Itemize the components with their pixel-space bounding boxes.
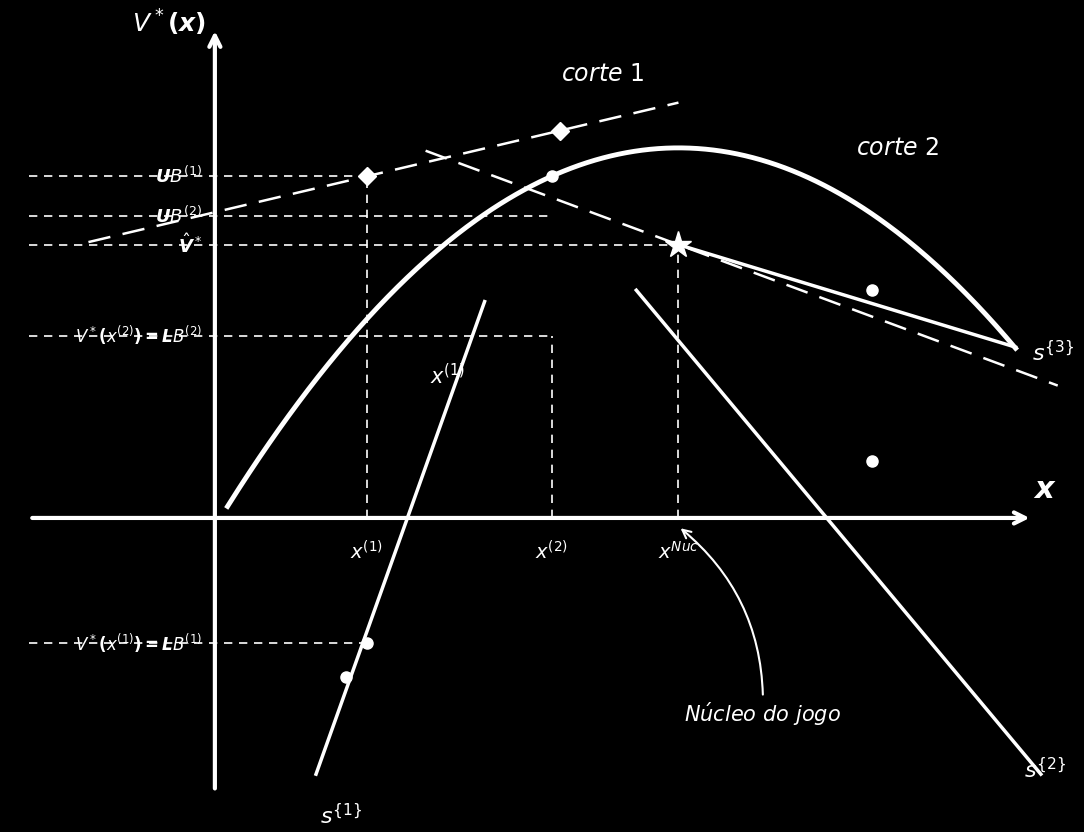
Text: $\boldsymbol{s^{\{1\}}}$: $\boldsymbol{s^{\{1\}}}$ <box>320 803 362 828</box>
Text: $\boldsymbol{s^{\{2\}}}$: $\boldsymbol{s^{\{2\}}}$ <box>1024 757 1067 782</box>
Text: $\hat{\boldsymbol{V}}^*$: $\hat{\boldsymbol{V}}^*$ <box>178 233 203 256</box>
Text: $\boldsymbol{V^*(x^{(2)}) = LB^{(2)}}$: $\boldsymbol{V^*(x^{(2)}) = LB^{(2)}}$ <box>75 324 203 348</box>
Text: $\boldsymbol{x^{Nuc}}$: $\boldsymbol{x^{Nuc}}$ <box>658 541 699 562</box>
Text: $\boldsymbol{x}$: $\boldsymbol{x}$ <box>1033 475 1057 503</box>
Text: $\boldsymbol{V^*(x^{(1)}) = LB^{(1)}}$: $\boldsymbol{V^*(x^{(1)}) = LB^{(1)}}$ <box>75 631 203 655</box>
Text: $\boldsymbol{x^{(2)}}$: $\boldsymbol{x^{(2)}}$ <box>535 541 569 564</box>
Text: $\boldsymbol{UB^{(1)}}$: $\boldsymbol{UB^{(1)}}$ <box>155 166 203 187</box>
Text: $\boldsymbol{V^*(x)}$: $\boldsymbol{V^*(x)}$ <box>131 7 206 37</box>
Text: $\boldsymbol{s^{\{3\}}}$: $\boldsymbol{s^{\{3\}}}$ <box>1032 340 1074 365</box>
Text: $\mathit{corte\ 2}$: $\mathit{corte\ 2}$ <box>856 136 939 160</box>
Text: $\mathit{corte\ 1}$: $\mathit{corte\ 1}$ <box>560 62 644 86</box>
Text: $\boldsymbol{UB^{(2)}}$: $\boldsymbol{UB^{(2)}}$ <box>155 206 203 227</box>
Text: $\mathit{N\acute{u}cleo\ do\ jogo}$: $\mathit{N\acute{u}cleo\ do\ jogo}$ <box>683 530 841 728</box>
Text: $\boldsymbol{x^{(1)}}$: $\boldsymbol{x^{(1)}}$ <box>430 363 465 389</box>
Text: $\boldsymbol{x^{(1)}}$: $\boldsymbol{x^{(1)}}$ <box>350 541 383 564</box>
